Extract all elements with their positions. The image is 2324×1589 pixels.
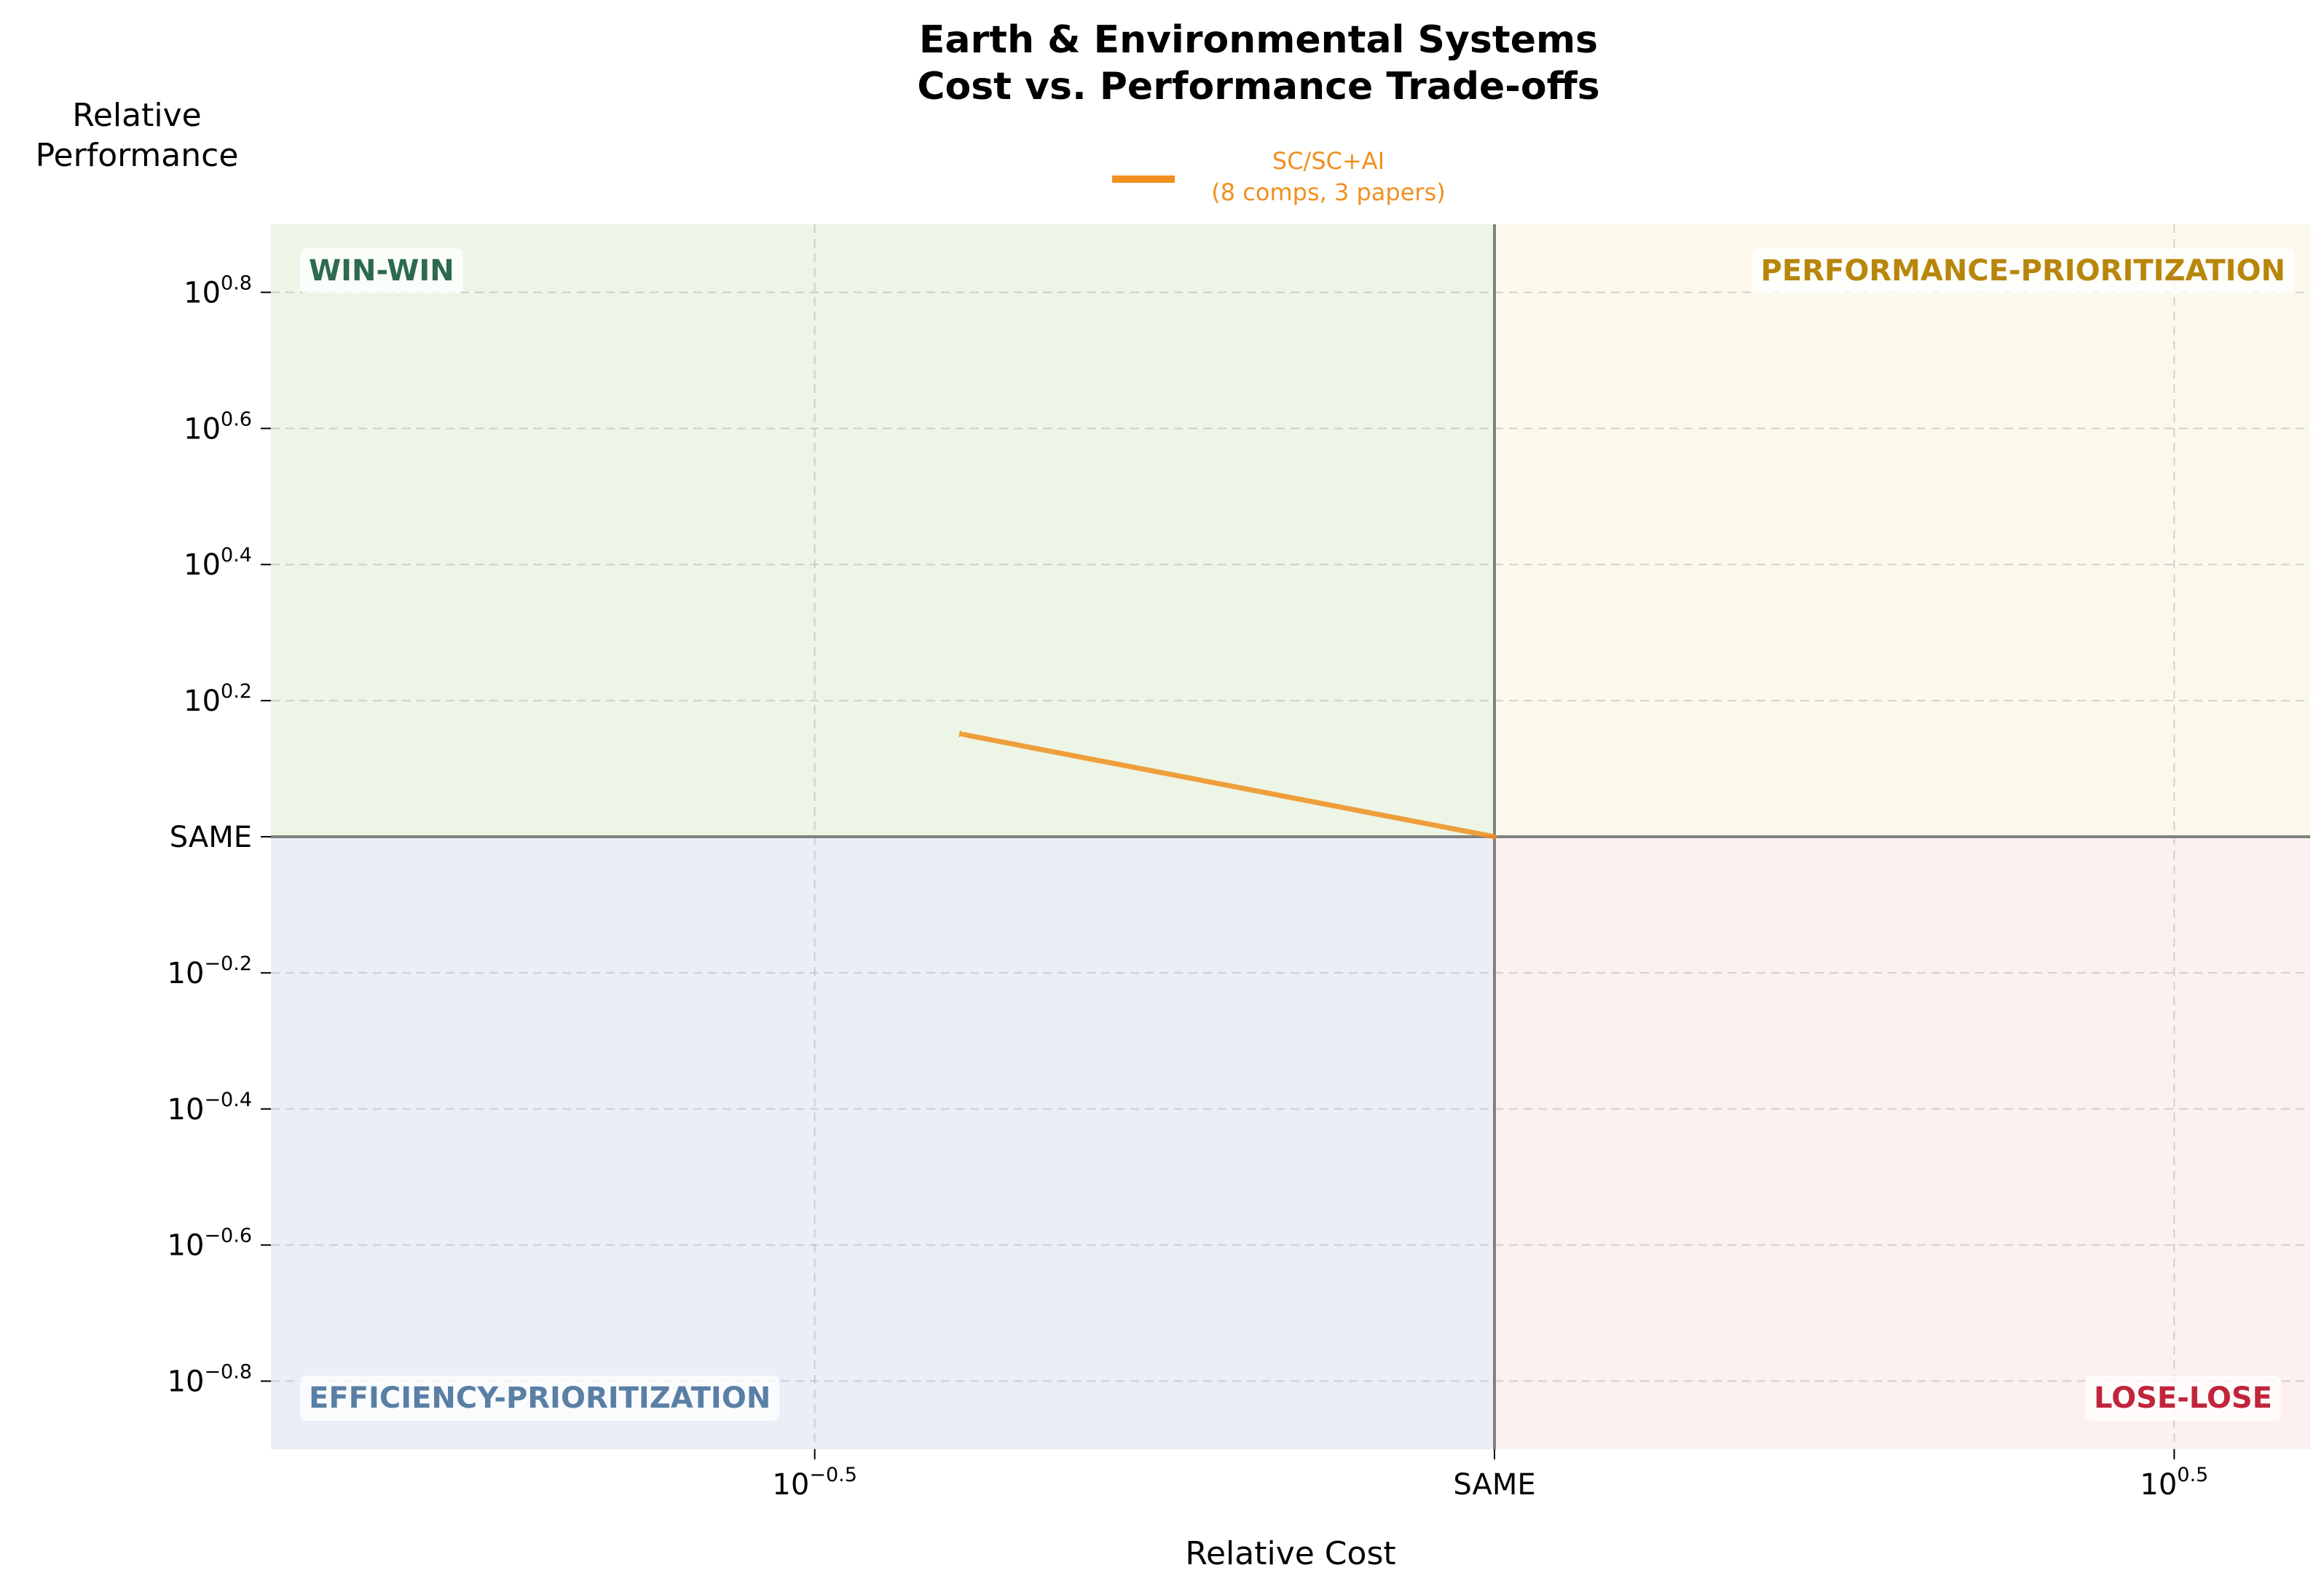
quadrant-win-win — [271, 224, 1494, 837]
y-tick-label: 10−0.8 — [168, 1361, 252, 1399]
quadrant-label-efficiency-prioritization-group: EFFICIENCY-PRIORITIZATION — [300, 1376, 780, 1421]
quadrant-label-lose-lose-group: LOSE-LOSE — [2085, 1376, 2281, 1421]
quadrant-efficiency-prioritization — [271, 837, 1494, 1449]
series-arrow-sc-sc-ai — [958, 730, 1497, 840]
x-tick-labels: 10−0.5 SAME 100.5 — [772, 1449, 2208, 1502]
y-tick-label: 10−0.4 — [168, 1089, 252, 1127]
y-tick-labels: 100.8 100.6 100.4 100.2 SAME 10−0.2 10−0.4 10−0… — [168, 272, 271, 1399]
quadrant-label-performance-prioritization: PERFORMANCE-PRIORITIZATION — [1761, 254, 2285, 288]
chart-title-line-2: Cost vs. Performance Trade-offs — [917, 65, 1599, 109]
x-tick-label: 10−0.5 — [772, 1464, 856, 1502]
series-layer — [958, 730, 1497, 840]
x-axis-label: Relative Cost — [1185, 1535, 1395, 1572]
quadrant-label-efficiency-prioritization-background — [300, 1376, 780, 1421]
quadrant-label-win-win: WIN-WIN — [309, 254, 454, 288]
quadrant-label-lose-lose-background — [2085, 1376, 2281, 1421]
y-tick-label: 10−0.2 — [168, 953, 252, 990]
quadrant-label-performance-prioritization-group: PERFORMANCE-PRIORITIZATION — [1752, 248, 2294, 293]
quadrant-labels: WIN-WIN PERFORMANCE-PRIORITIZATION EFFICIE… — [300, 248, 2294, 1421]
quadrant-label-lose-lose: LOSE-LOSE — [2094, 1381, 2272, 1415]
legend-label-sc-sc-ai: SC/SC+AI — [1272, 147, 1384, 175]
y-axis-label-line-2: Performance — [36, 137, 239, 174]
y-tick-label: 10−0.6 — [168, 1225, 252, 1263]
x-tick-label: 100.5 — [2140, 1464, 2208, 1502]
legend-detail-sc-sc-ai: (8 comps, 3 papers) — [1211, 178, 1445, 206]
legend: SC/SC+AI (8 comps, 3 papers) — [1112, 147, 1446, 206]
quadrant-label-win-win-background — [300, 248, 463, 293]
y-tick-label: 100.4 — [184, 544, 252, 582]
quadrant-label-efficiency-prioritization: EFFICIENCY-PRIORITIZATION — [309, 1381, 771, 1415]
y-tick-label: SAME — [170, 821, 252, 854]
y-axis-label-line-1: Relative — [72, 97, 201, 134]
y-tick-label: 100.6 — [184, 408, 252, 446]
quadrant-performance-prioritization — [1494, 224, 2310, 837]
quadrant-label-win-win-group: WIN-WIN — [300, 248, 463, 293]
x-tick-label: SAME — [1453, 1468, 1535, 1502]
y-tick-label: 100.8 — [184, 272, 252, 309]
quadrant-lose-lose — [1494, 837, 2310, 1449]
chart-title-line-1: Earth & Environmental Systems — [919, 18, 1598, 62]
y-tick-label: 100.2 — [184, 680, 252, 718]
quadrant-label-performance-prioritization-background — [1752, 248, 2294, 293]
